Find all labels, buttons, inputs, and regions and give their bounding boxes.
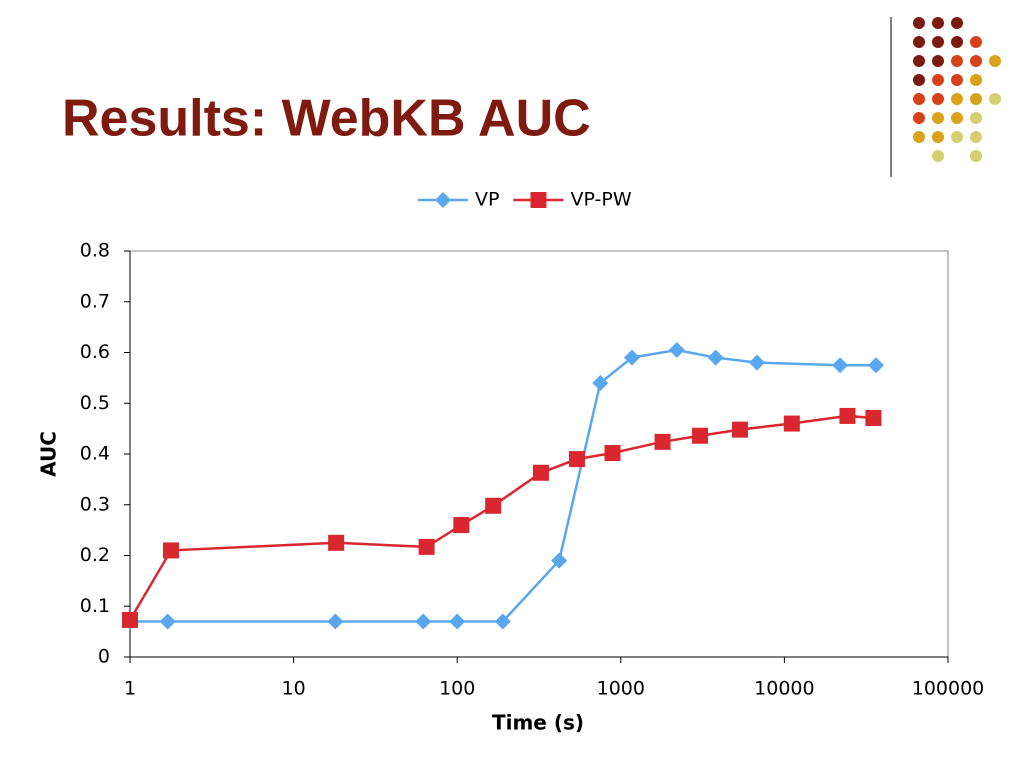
marker [783, 415, 800, 432]
marker [530, 192, 547, 208]
legend-label: VP [475, 189, 499, 211]
y-tick-label: 0.3 [80, 493, 110, 515]
marker [865, 409, 882, 426]
marker [654, 433, 671, 450]
marker [839, 407, 856, 424]
y-tick-label: 0.1 [80, 595, 110, 617]
marker [162, 542, 179, 559]
decoration [890, 17, 1001, 177]
marker [668, 341, 685, 358]
marker [692, 427, 709, 444]
marker [623, 349, 640, 366]
x-tick-label: 100 [439, 678, 475, 700]
x-tick-label: 1 [124, 678, 136, 700]
y-tick-label: 0.6 [80, 341, 110, 363]
marker [604, 444, 621, 461]
marker [832, 357, 849, 374]
x-tick-label: 10000 [754, 678, 814, 700]
marker [415, 613, 432, 630]
y-tick-label: 0.7 [80, 290, 110, 312]
plot-area [129, 250, 949, 658]
chart-title: Results: WebKB AUC [62, 90, 591, 148]
marker [159, 613, 176, 630]
marker [707, 349, 724, 366]
marker [494, 613, 511, 630]
legend-label: VP-PW [570, 189, 631, 211]
marker [485, 497, 502, 514]
y-tick-label: 0 [98, 646, 110, 668]
x-tick-label: 1000 [597, 678, 645, 700]
marker [592, 374, 609, 391]
y-tick-label: 0.5 [80, 392, 110, 414]
x-axis-title: Time (s) [492, 711, 584, 735]
marker [327, 613, 344, 630]
series-line [128, 414, 874, 621]
marker [551, 552, 568, 569]
marker [435, 192, 451, 208]
series-line [130, 348, 877, 623]
marker [532, 464, 549, 481]
y-tick-label: 0.4 [80, 443, 110, 465]
y-tick-label: 0.8 [80, 240, 110, 262]
x-tick-label: 10 [282, 678, 306, 700]
marker [122, 611, 138, 628]
marker [449, 613, 466, 630]
marker [868, 357, 885, 374]
y-axis-title: AUC [37, 431, 61, 477]
marker [328, 534, 345, 551]
marker [418, 538, 435, 555]
marker [731, 421, 748, 438]
y-tick-label: 0.2 [80, 544, 110, 566]
marker [748, 354, 765, 371]
x-tick-label: 100000 [912, 678, 985, 700]
marker [453, 517, 470, 534]
marker [569, 451, 586, 468]
